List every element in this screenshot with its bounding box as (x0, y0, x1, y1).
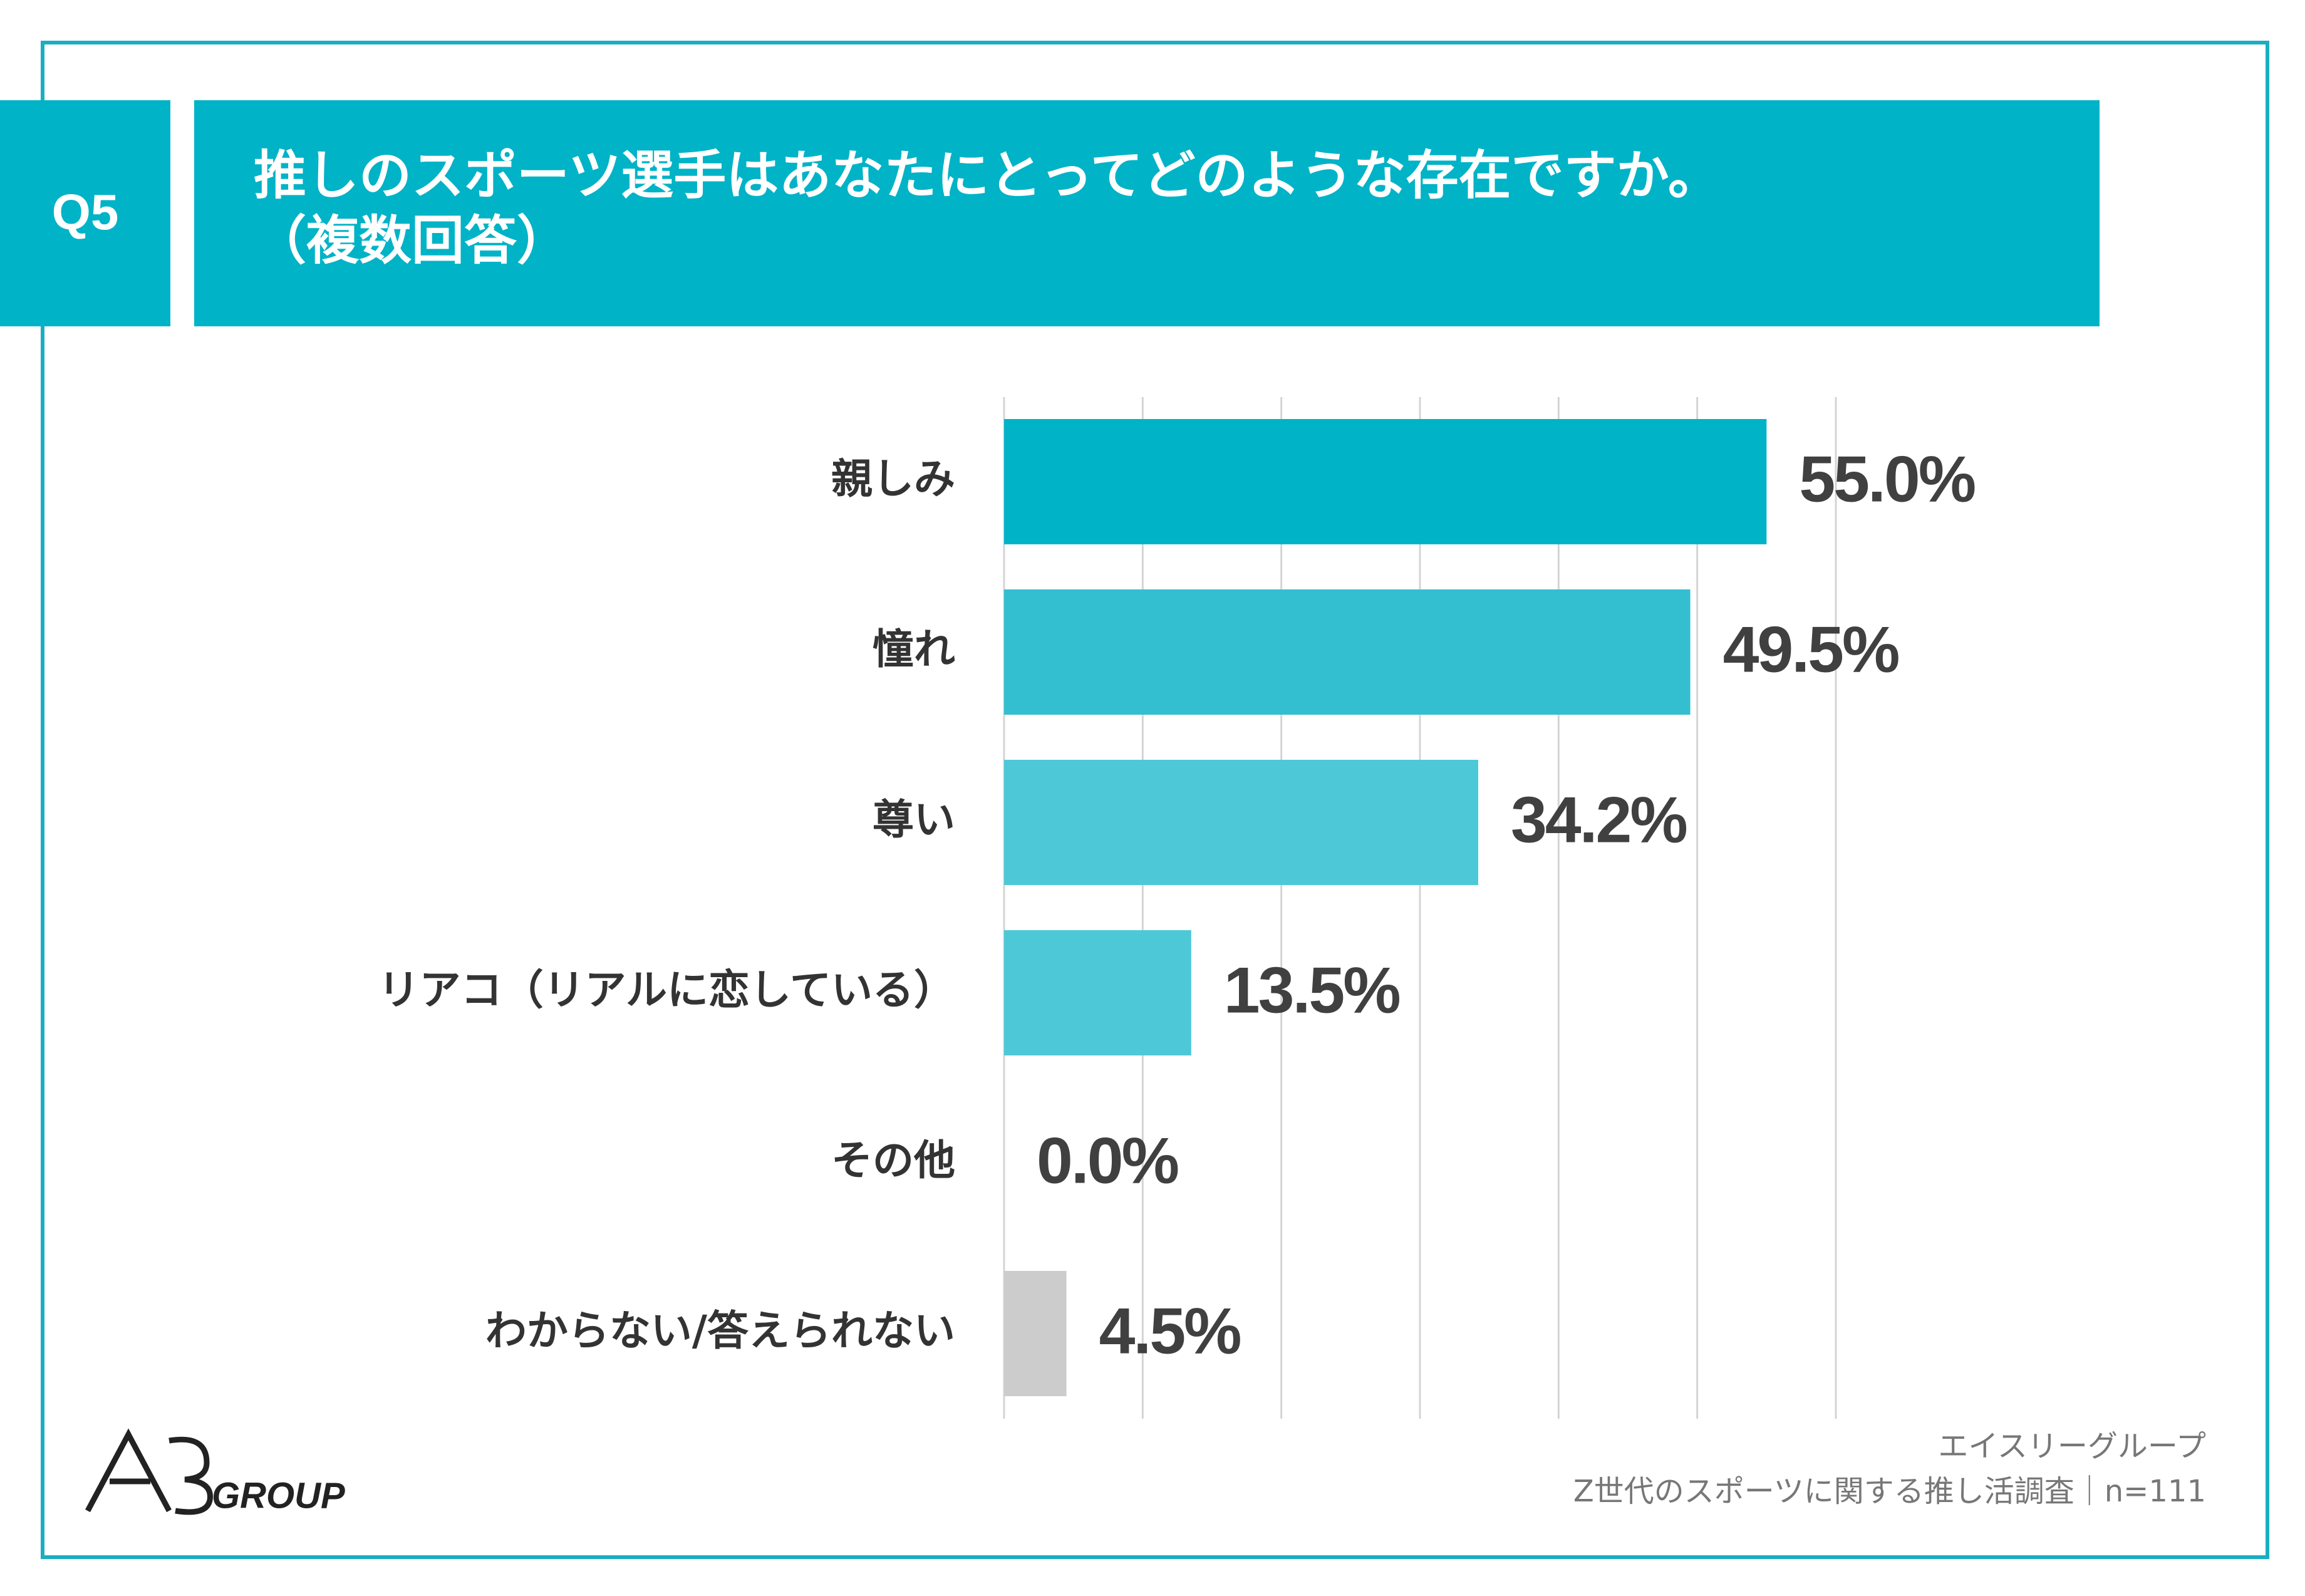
bar (1004, 589, 1691, 715)
value-label: 49.5% (1723, 613, 1898, 686)
source-line: Z世代のスポーツに関する推し活調査｜n=111 (1573, 1474, 2206, 1509)
frame (41, 41, 2269, 1559)
chart-title: 推しのスポーツ選手はあなたにとってどのような存在ですか。 (254, 145, 1721, 206)
logo-a (85, 1428, 172, 1513)
chart-subtitle: （複数回答） (254, 210, 569, 271)
logo-text: GROUP (212, 1475, 345, 1516)
category-label: その他 (831, 1136, 955, 1184)
source-line: エイスリーグループ (1938, 1429, 2206, 1464)
logo-3 (168, 1436, 213, 1515)
value-label: 0.0% (1037, 1124, 1178, 1197)
value-label: 13.5% (1224, 954, 1399, 1027)
category-label: 尊い (873, 795, 955, 844)
value-label: 4.5% (1099, 1295, 1241, 1367)
category-label: 親しみ (831, 455, 955, 503)
logo (85, 1428, 213, 1515)
bar (1004, 760, 1478, 885)
title-box (194, 100, 2100, 326)
category-label: 憧れ (873, 625, 955, 673)
value-label: 34.2% (1511, 784, 1686, 856)
bar (1004, 930, 1191, 1055)
value-label: 55.0% (1799, 443, 1974, 516)
badge: Q5 (52, 184, 119, 240)
bar (1004, 419, 1767, 544)
badge-box (0, 100, 170, 326)
category-label: リアコ（リアルに恋している） (378, 966, 955, 1014)
bar (1004, 1271, 1067, 1396)
category-label: わからない/答えられない (485, 1307, 955, 1355)
